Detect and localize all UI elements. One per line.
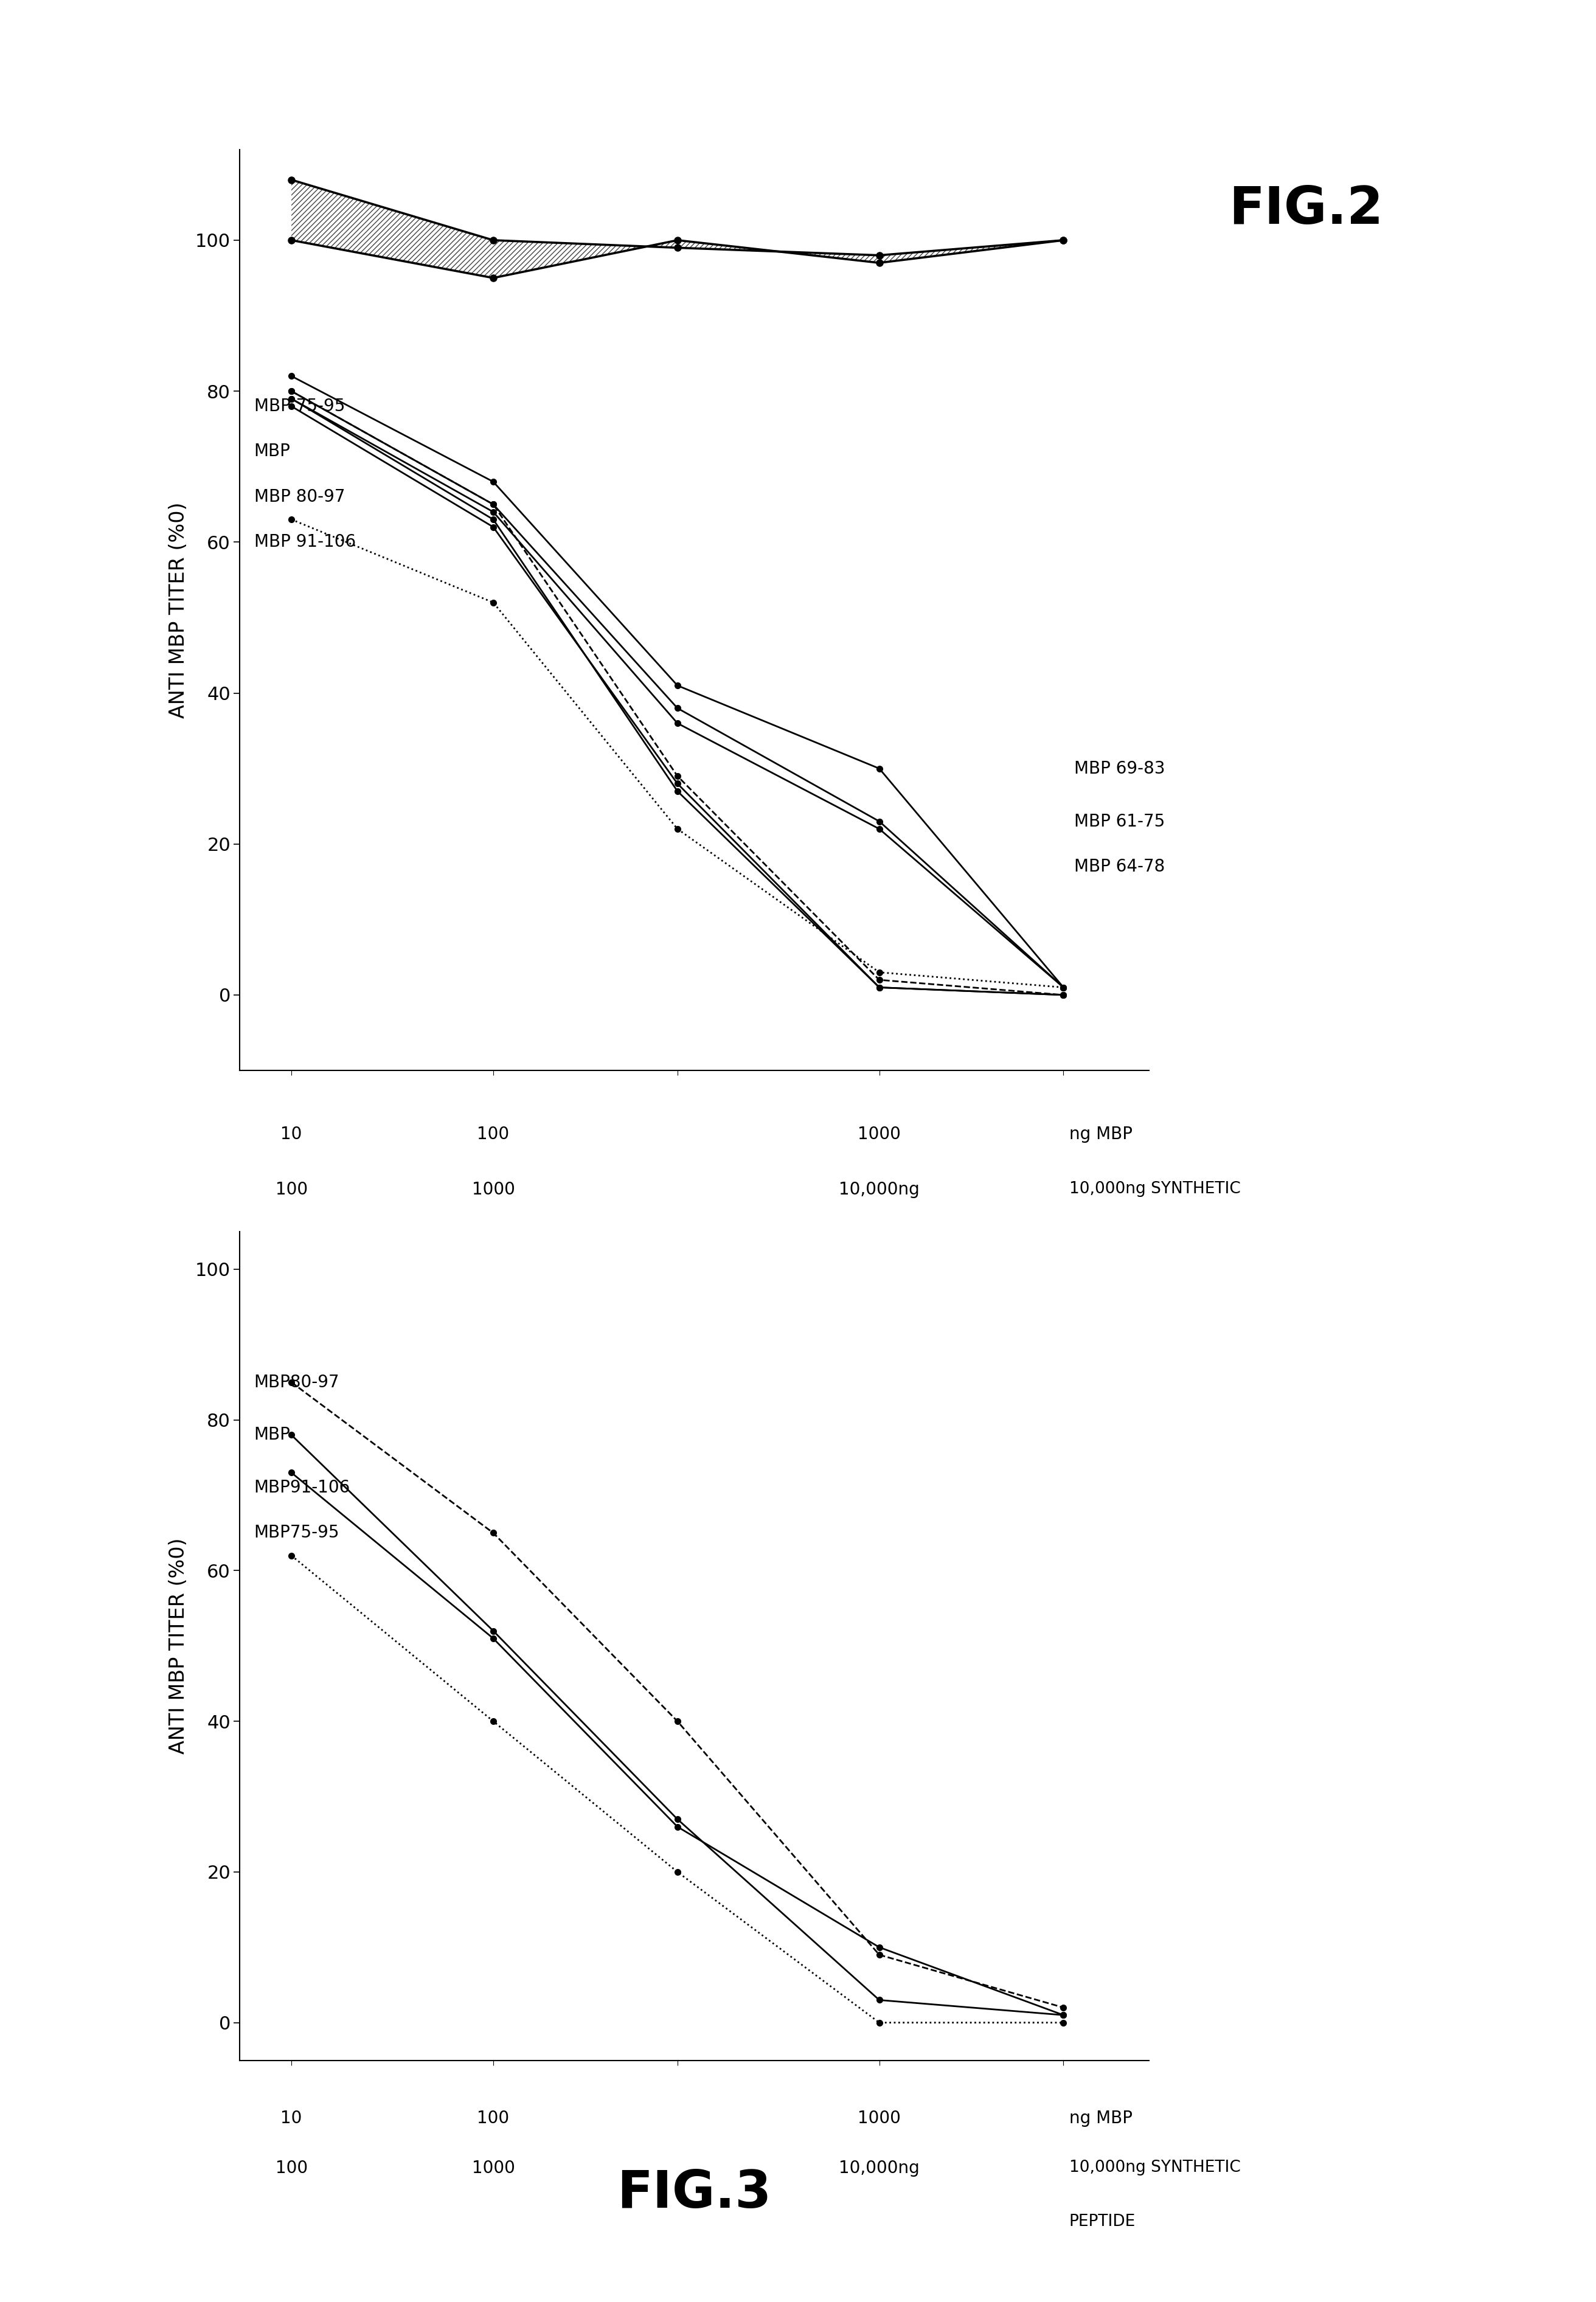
- Text: MBP 69-83: MBP 69-83: [1074, 760, 1165, 778]
- Y-axis label: ANTI MBP TITER (%0): ANTI MBP TITER (%0): [168, 1538, 188, 1754]
- Text: FIG.3: FIG.3: [618, 2168, 771, 2219]
- Text: ng MBP: ng MBP: [1069, 2111, 1132, 2127]
- Text: MBP91-106: MBP91-106: [254, 1480, 350, 1496]
- Text: 10: 10: [281, 1126, 302, 1142]
- Text: 100: 100: [275, 1181, 308, 1197]
- Text: MBP: MBP: [254, 1427, 290, 1443]
- Y-axis label: ANTI MBP TITER (%0): ANTI MBP TITER (%0): [168, 502, 188, 718]
- Text: PEPTIDE: PEPTIDE: [1069, 1241, 1135, 1257]
- Text: MBP 75-95: MBP 75-95: [254, 398, 345, 414]
- Text: FIG.2: FIG.2: [1229, 184, 1384, 235]
- Text: 1000: 1000: [472, 2159, 516, 2178]
- Text: 1000: 1000: [857, 2111, 900, 2127]
- Text: 10,000ng SYNTHETIC: 10,000ng SYNTHETIC: [1069, 1181, 1240, 1197]
- Text: MBP80-97: MBP80-97: [254, 1374, 340, 1390]
- Text: 10,000ng SYNTHETIC: 10,000ng SYNTHETIC: [1069, 2159, 1240, 2175]
- Text: 10,000ng: 10,000ng: [839, 2159, 919, 2178]
- Text: 10: 10: [281, 2111, 302, 2127]
- Text: MBP 64-78: MBP 64-78: [1074, 859, 1165, 875]
- Text: 100: 100: [477, 2111, 509, 2127]
- Text: 100: 100: [477, 1126, 509, 1142]
- Text: MBP75-95: MBP75-95: [254, 1524, 340, 1542]
- Text: 100: 100: [275, 2159, 308, 2178]
- Text: 1000: 1000: [857, 1126, 900, 1142]
- Text: MBP 91-106: MBP 91-106: [254, 534, 356, 550]
- Text: MBP 61-75: MBP 61-75: [1074, 813, 1165, 831]
- Text: MBP 80-97: MBP 80-97: [254, 488, 345, 506]
- Text: 10,000ng: 10,000ng: [839, 1181, 919, 1197]
- Text: PEPTIDE: PEPTIDE: [1069, 2215, 1135, 2228]
- Text: 1000: 1000: [472, 1181, 516, 1197]
- Text: ng MBP: ng MBP: [1069, 1126, 1132, 1142]
- Text: MBP: MBP: [254, 442, 290, 460]
